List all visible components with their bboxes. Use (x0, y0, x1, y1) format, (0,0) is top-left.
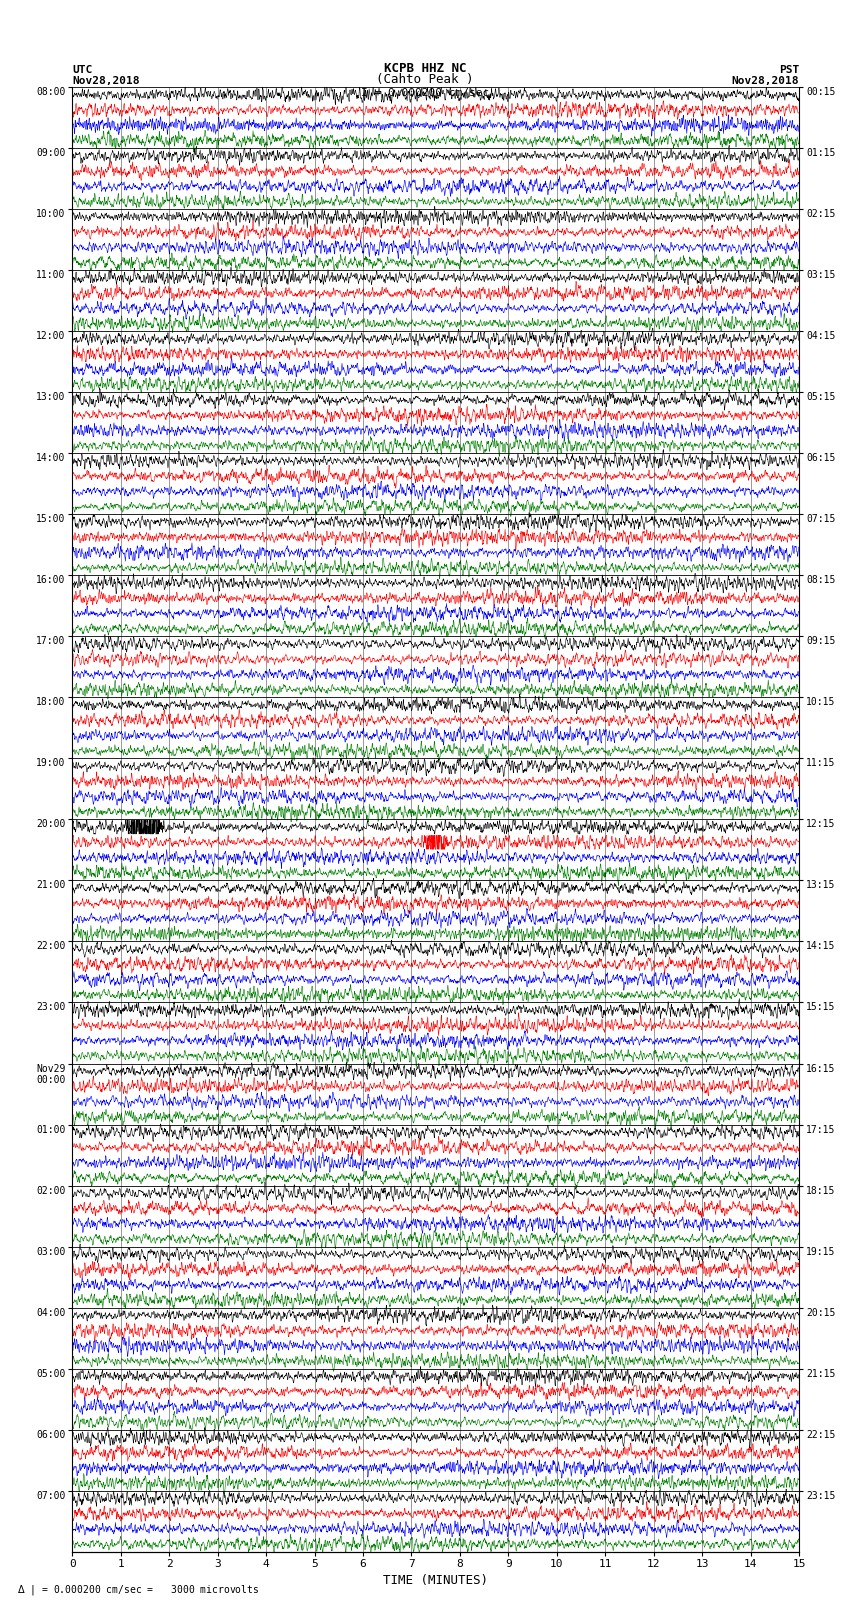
Text: KCPB HHZ NC: KCPB HHZ NC (383, 61, 467, 76)
Text: Nov28,2018: Nov28,2018 (732, 76, 799, 85)
Text: PST: PST (779, 65, 799, 76)
X-axis label: TIME (MINUTES): TIME (MINUTES) (383, 1574, 488, 1587)
Text: (Cahto Peak ): (Cahto Peak ) (377, 73, 473, 85)
Text: UTC: UTC (72, 65, 93, 76)
Text: Nov28,2018: Nov28,2018 (72, 76, 139, 85)
Text: I = 0.000200 cm/sec: I = 0.000200 cm/sec (361, 87, 489, 97)
Text: $\Delta$ | = 0.000200 cm/sec =   3000 microvolts: $\Delta$ | = 0.000200 cm/sec = 3000 micr… (17, 1582, 259, 1597)
